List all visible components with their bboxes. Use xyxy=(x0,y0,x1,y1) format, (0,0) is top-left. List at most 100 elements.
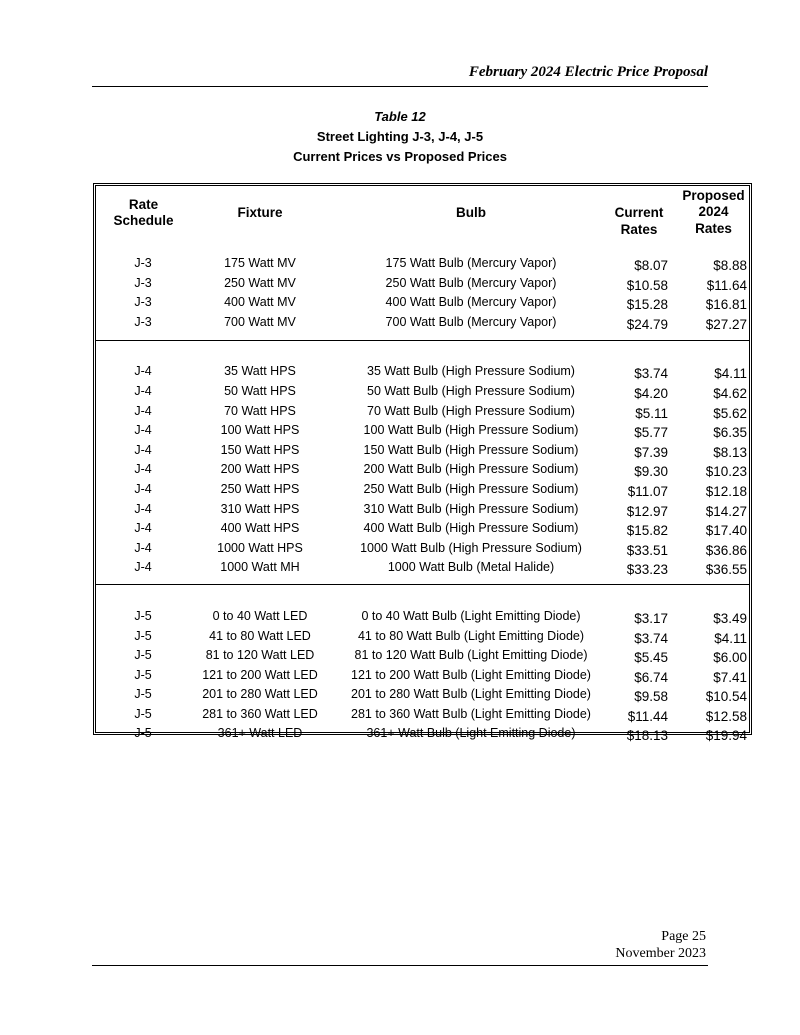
header-text: Schedule xyxy=(113,213,174,228)
bulb-cell: 175 Watt Bulb (Mercury Vapor) xyxy=(385,256,557,270)
rate-schedule-cell: J-4 xyxy=(134,442,152,457)
table-row: J-3 400 Watt MV 400 Watt Bulb (Mercury Vap… xyxy=(96,293,749,313)
header-text: Rate xyxy=(128,197,159,212)
current-rate-cell: $3.74 xyxy=(634,630,668,646)
fixture-cell: 400 Watt MV xyxy=(224,295,296,310)
proposed-rate-cell: $11.64 xyxy=(706,277,747,293)
proposed-rate-cell: $6.35 xyxy=(713,425,747,441)
table-caption: Current Prices vs Proposed Prices xyxy=(293,149,507,164)
fixture-cell: 41 to 80 Watt LED xyxy=(209,628,311,643)
table-row: J-4 150 Watt HPS 150 Watt Bulb (High Press… xyxy=(96,441,749,461)
fixture-cell: 81 to 120 Watt LED xyxy=(205,648,315,663)
proposed-rate-cell: $17.40 xyxy=(705,523,747,539)
bulb-cell: 281 to 360 Watt Bulb (Light Emitting Dio… xyxy=(351,706,591,721)
bulb-cell: 400 Watt Bulb (High Pressure Sodium) xyxy=(363,521,579,536)
bulb-cell: 250 Watt Bulb (High Pressure Sodium) xyxy=(363,481,579,496)
proposed-rate-cell: $4.11 xyxy=(714,366,747,382)
rate-schedule-cell: J-4 xyxy=(134,560,152,575)
bulb-cell: 81 to 120 Watt Bulb (Light Emitting Diod… xyxy=(354,648,588,663)
table-subject: Street Lighting J-3, J-4, J-5 xyxy=(316,129,484,144)
current-rate-cell: $15.82 xyxy=(626,523,668,539)
bulb-cell: 201 to 280 Watt Bulb (Light Emitting Dio… xyxy=(351,687,591,702)
fixture-cell: 310 Watt HPS xyxy=(220,501,300,516)
rate-group: J-5 0 to 40 Watt LED 0 to 40 Watt Bulb (Li… xyxy=(96,583,749,748)
rate-schedule-cell: J-5 xyxy=(134,687,152,702)
fixture-cell: 175 Watt MV xyxy=(224,256,296,270)
proposed-rate-cell: $4.11 xyxy=(714,630,747,646)
table-row: J-5 81 to 120 Watt LED 81 to 120 Watt Bulb… xyxy=(96,646,749,666)
proposed-rate-cell: $12.58 xyxy=(705,708,747,724)
current-rate-cell: $5.11 xyxy=(635,405,668,421)
bulb-cell: 35 Watt Bulb (High Pressure Sodium) xyxy=(367,364,575,379)
rate-schedule-cell: J-5 xyxy=(134,628,152,643)
table-row: J-4 200 Watt HPS 200 Watt Bulb (High Press… xyxy=(96,460,749,480)
bulb-cell: 0 to 40 Watt Bulb (Light Emitting Diode) xyxy=(361,608,581,623)
current-rate-cell: $10.58 xyxy=(626,277,668,293)
header-current-rates: Current Rates xyxy=(604,205,674,238)
table-row: J-5 121 to 200 Watt LED 121 to 200 Watt Bu… xyxy=(96,666,749,686)
proposed-rate-cell: $7.41 xyxy=(713,669,747,685)
current-rate-cell: $6.74 xyxy=(634,669,668,685)
fixture-cell: 700 Watt MV xyxy=(224,314,296,329)
header-rate-schedule: Rate Schedule xyxy=(101,197,186,229)
current-rate-cell: $24.79 xyxy=(626,316,668,332)
bulb-cell: 250 Watt Bulb (Mercury Vapor) xyxy=(385,275,557,290)
header-proposed-rates: Proposed 2024 Rates xyxy=(676,188,751,237)
header-fixture: Fixture xyxy=(237,205,283,220)
rate-schedule-cell: J-5 xyxy=(134,726,152,741)
rate-schedule-cell: J-5 xyxy=(134,608,152,623)
proposed-rate-cell: $6.00 xyxy=(713,650,747,666)
bulb-cell: 700 Watt Bulb (Mercury Vapor) xyxy=(385,314,557,329)
table-header: Rate Schedule Fixture Bulb Current Rates… xyxy=(96,186,749,248)
current-rate-cell: $8.07 xyxy=(634,258,668,273)
bulb-cell: 50 Watt Bulb (High Pressure Sodium) xyxy=(367,383,575,398)
bulb-cell: 100 Watt Bulb (High Pressure Sodium) xyxy=(363,423,579,438)
table-row: J-3 250 Watt MV 250 Watt Bulb (Mercury Vap… xyxy=(96,274,749,294)
current-rate-cell: $11.07 xyxy=(627,483,668,499)
current-rate-cell: $18.13 xyxy=(626,728,668,744)
rate-schedule-cell: J-4 xyxy=(134,423,152,438)
table-row: J-3 700 Watt MV 700 Watt Bulb (Mercury Vap… xyxy=(96,313,749,333)
rate-schedule-cell: J-3 xyxy=(134,256,152,270)
table-row: J-4 100 Watt HPS 100 Watt Bulb (High Press… xyxy=(96,421,749,441)
table-row: J-4 1000 Watt MH 1000 Watt Bulb (Metal Hal… xyxy=(96,558,749,578)
current-rate-cell: $5.45 xyxy=(634,650,668,666)
fixture-cell: 121 to 200 Watt LED xyxy=(202,667,318,682)
bulb-cell: 41 to 80 Watt Bulb (Light Emitting Diode… xyxy=(357,628,585,643)
header-text: Current xyxy=(614,205,664,220)
current-rate-cell: $33.51 xyxy=(626,542,668,558)
fixture-cell: 250 Watt MV xyxy=(224,275,296,290)
table-body: J-3 175 Watt MV 175 Watt Bulb (Mercury Vap… xyxy=(96,248,749,748)
current-rate-cell: $4.20 xyxy=(634,385,668,401)
rate-schedule-cell: J-3 xyxy=(134,275,152,290)
table-row: J-5 361+ Watt LED 361+ Watt Bulb (Light Em… xyxy=(96,724,749,744)
running-header: February 2024 Electric Price Proposal xyxy=(468,64,708,80)
current-rate-cell: $12.97 xyxy=(626,503,668,519)
proposed-rate-cell: $8.13 xyxy=(713,444,747,460)
proposed-rate-cell: $12.18 xyxy=(705,483,747,499)
proposed-rate-cell: $4.62 xyxy=(713,385,747,401)
fixture-cell: 1000 Watt MH xyxy=(220,560,300,575)
bulb-cell: 70 Watt Bulb (High Pressure Sodium) xyxy=(367,403,575,418)
footer-divider xyxy=(92,965,708,966)
rate-group: J-4 35 Watt HPS 35 Watt Bulb (High Pressur… xyxy=(96,340,749,584)
rate-schedule-cell: J-4 xyxy=(134,364,152,379)
rates-table: Rate Schedule Fixture Bulb Current Rates… xyxy=(93,183,752,743)
table-row: J-4 250 Watt HPS 250 Watt Bulb (High Press… xyxy=(96,480,749,500)
proposed-rate-cell: $3.49 xyxy=(713,610,747,626)
rate-schedule-cell: J-3 xyxy=(134,295,152,310)
current-rate-cell: $9.30 xyxy=(634,464,668,480)
fixture-cell: 200 Watt HPS xyxy=(220,462,300,477)
proposed-rate-cell: $10.23 xyxy=(705,464,747,480)
bulb-cell: 121 to 200 Watt Bulb (Light Emitting Dio… xyxy=(351,667,591,682)
current-rate-cell: $7.39 xyxy=(634,444,668,460)
current-rate-cell: $15.28 xyxy=(626,297,668,313)
table-row: J-5 201 to 280 Watt LED 201 to 280 Watt Bu… xyxy=(96,685,749,705)
header-text: Rates xyxy=(695,221,732,236)
fixture-cell: 70 Watt HPS xyxy=(224,403,296,418)
bulb-cell: 150 Watt Bulb (High Pressure Sodium) xyxy=(363,442,579,457)
current-rate-cell: $11.44 xyxy=(627,708,668,724)
current-rate-cell: $3.74 xyxy=(634,366,668,382)
table-row: J-5 281 to 360 Watt LED 281 to 360 Watt Bu… xyxy=(96,705,749,725)
fixture-cell: 250 Watt HPS xyxy=(220,481,300,496)
